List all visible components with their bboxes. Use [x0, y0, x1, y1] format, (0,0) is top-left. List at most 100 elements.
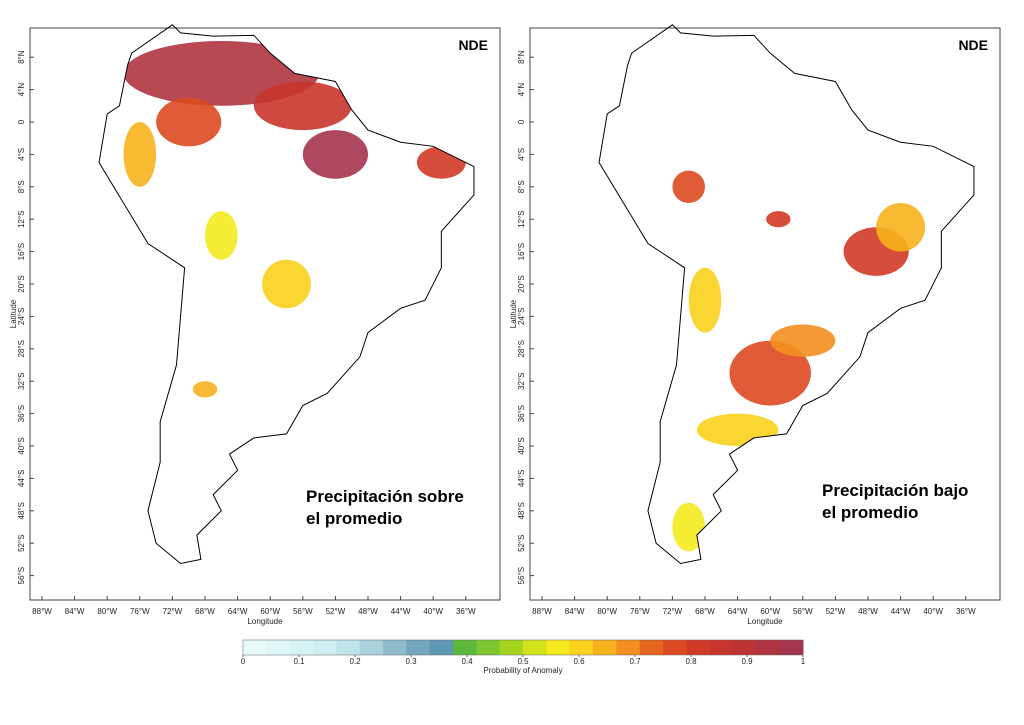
- colorbar-bin: [243, 640, 267, 655]
- x-tick-label: 76°W: [630, 607, 650, 616]
- y-tick-label: 48°S: [17, 502, 26, 519]
- annotation: el promedio: [306, 509, 402, 528]
- y-tick-label: 8°N: [517, 50, 526, 64]
- x-tick-label: 76°W: [130, 607, 150, 616]
- y-tick-label: 24°S: [517, 308, 526, 325]
- y-tick-label: 8°S: [17, 180, 26, 193]
- x-tick-label: 56°W: [293, 607, 313, 616]
- anomaly-patch: [876, 203, 926, 252]
- y-tick-label: 20°S: [17, 275, 26, 292]
- colorbar-bin: [476, 640, 501, 655]
- x-tick-label: 80°W: [97, 607, 117, 616]
- x-axis-label: Longitude: [247, 617, 283, 626]
- x-tick-label: 48°W: [358, 607, 378, 616]
- x-tick-label: 84°W: [65, 607, 85, 616]
- x-axis-label: Longitude: [747, 617, 783, 626]
- x-tick-label: 36°W: [956, 607, 976, 616]
- x-tick-label: 60°W: [760, 607, 780, 616]
- y-tick-label: 32°S: [17, 372, 26, 389]
- y-tick-label: 8°S: [517, 180, 526, 193]
- anomaly-patch: [253, 81, 352, 131]
- colorbar: 0 0.1 0.2 0.3 0.4 0.5 0.6 0.7 0.8 0.9 1 Probability…: [241, 639, 806, 675]
- colorbar-tick-label: 0.4: [461, 657, 473, 666]
- annotation: Precipitación sobre: [306, 487, 464, 506]
- colorbar-tick-label: 0.2: [349, 657, 361, 666]
- x-tick-label: 44°W: [891, 607, 911, 616]
- colorbar-bin: [709, 640, 734, 655]
- anomaly-patch: [688, 267, 722, 333]
- y-axis-label: Latitude: [9, 299, 18, 328]
- y-tick-label: 28°S: [517, 340, 526, 357]
- frame: [29, 27, 501, 601]
- x-tick-label: 48°W: [858, 607, 878, 616]
- colorbar-bin: [429, 640, 454, 655]
- y-tick-label: 4°N: [517, 83, 526, 97]
- y-tick-label: 36°S: [517, 405, 526, 422]
- colorbar-bin: [289, 640, 314, 655]
- anomaly-field: [123, 41, 466, 398]
- colorbar-label: Probability of Anomaly: [483, 666, 562, 675]
- colorbar-bin: [663, 640, 687, 655]
- y-tick-label: 48°S: [517, 502, 526, 519]
- frame: [529, 27, 1001, 601]
- y-tick-label: 44°S: [517, 470, 526, 487]
- y-axis-label: Latitude: [509, 299, 518, 328]
- x-tick-label: 40°W: [923, 607, 943, 616]
- colorbar-tick-label: 0: [241, 657, 246, 666]
- y-tick-label: 28°S: [17, 340, 26, 357]
- x-tick-label: 52°W: [826, 607, 846, 616]
- x-tick-label: 52°W: [326, 607, 346, 616]
- y-tick-label: 52°S: [517, 534, 526, 551]
- colorbar-bin: [313, 640, 337, 655]
- anomaly-patch: [123, 121, 157, 187]
- colorbar-tick-label: 0.8: [685, 657, 697, 666]
- anomaly-patch: [672, 170, 705, 203]
- x-tick-label: 40°W: [423, 607, 443, 616]
- y-tick-label: 20°S: [517, 275, 526, 292]
- x-tick-label: 60°W: [260, 607, 280, 616]
- y-tick-label: 0: [517, 119, 526, 124]
- colorbar-tick-label: 1: [801, 657, 806, 666]
- x-tick-label: 68°W: [195, 607, 215, 616]
- annotation: el promedio: [822, 503, 918, 522]
- colorbar-bin: [779, 640, 804, 655]
- x-tick-label: 44°W: [391, 607, 411, 616]
- y-tick-label: 4°S: [17, 148, 26, 161]
- x-tick-label: 36°W: [456, 607, 476, 616]
- colorbar-bin: [593, 640, 617, 655]
- y-tick-label: 4°S: [517, 148, 526, 161]
- anomaly-patch: [770, 324, 836, 357]
- x-tick-label: 56°W: [793, 607, 813, 616]
- map-panel: 8°N 4°N 0 4°S 8°S 12°S 16°S 20°S 24°S 28°S 32°S 36°…: [509, 24, 1001, 626]
- y-tick-label: 12°S: [17, 210, 26, 227]
- y-tick-label: 16°S: [17, 243, 26, 260]
- y-tick-label: 12°S: [517, 210, 526, 227]
- y-tick-label: 56°S: [17, 567, 26, 584]
- colorbar-bin: [686, 640, 711, 655]
- anomaly-patch: [766, 211, 791, 228]
- colorbar-bin: [546, 640, 571, 655]
- colorbar-bin: [406, 640, 431, 655]
- anomaly-patch: [729, 340, 811, 406]
- colorbar-bin: [266, 640, 291, 655]
- y-tick-label: 40°S: [517, 437, 526, 454]
- anomaly-patch: [672, 502, 705, 552]
- colorbar-tick-label: 0.3: [405, 657, 417, 666]
- y-tick-label: 52°S: [17, 534, 26, 551]
- y-tick-label: 0: [17, 119, 26, 124]
- coastline: [98, 24, 475, 564]
- x-tick-label: 88°W: [532, 607, 552, 616]
- colorbar-bin: [359, 640, 384, 655]
- x-tick-label: 80°W: [597, 607, 617, 616]
- panel-tag: NDE: [458, 37, 488, 53]
- anomaly-patch: [302, 130, 368, 179]
- x-tick-label: 72°W: [663, 607, 683, 616]
- colorbar-bin: [639, 640, 664, 655]
- y-tick-label: 24°S: [17, 308, 26, 325]
- y-tick-label: 16°S: [517, 243, 526, 260]
- colorbar-bin: [523, 640, 547, 655]
- x-tick-label: 64°W: [728, 607, 748, 616]
- panel-tag: NDE: [958, 37, 988, 53]
- y-tick-label: 4°N: [17, 83, 26, 97]
- colorbar-bin: [733, 640, 757, 655]
